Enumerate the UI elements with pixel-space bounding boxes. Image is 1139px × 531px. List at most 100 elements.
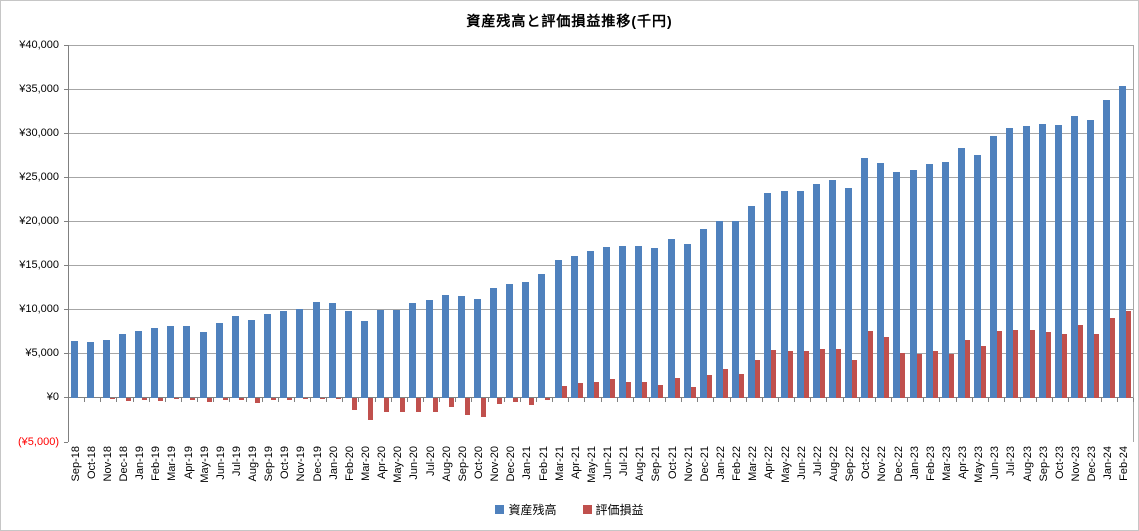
gridline — [68, 44, 1133, 46]
asset-bar — [441, 294, 449, 398]
y-axis-tick-label: ¥0 — [46, 391, 59, 404]
y-axis-line — [68, 45, 69, 442]
x-axis-tick-label: Mar-20 — [360, 446, 373, 481]
profit-loss-bar — [787, 350, 793, 398]
x-axis-tick-label: Apr-22 — [763, 446, 776, 480]
profit-loss-bar — [109, 397, 115, 399]
x-axis-tick — [955, 397, 957, 402]
x-axis-tick — [164, 397, 166, 402]
y-axis-tick-label: ¥25,000 — [19, 170, 59, 183]
x-axis-tick-label: Feb-22 — [731, 446, 744, 481]
profit-loss-bar — [965, 339, 970, 398]
x-axis-tick-label: Jun-21 — [602, 446, 615, 480]
asset-bar — [990, 135, 998, 398]
x-axis-tick — [745, 397, 747, 402]
x-axis-tick — [681, 397, 683, 402]
x-axis-tick — [342, 397, 344, 402]
profit-loss-bar — [319, 397, 325, 400]
asset-bar — [1070, 115, 1078, 398]
profit-loss-bar — [739, 374, 745, 398]
profit-loss-bar — [884, 337, 890, 398]
x-axis-tick-label: Dec-21 — [698, 446, 711, 482]
profit-loss-bar — [255, 397, 260, 404]
asset-bar — [264, 314, 272, 398]
gridline — [68, 176, 1133, 178]
asset-bar — [748, 205, 756, 398]
x-axis-tick-label: Mar-22 — [747, 446, 760, 481]
x-axis-tick-label: Jul-21 — [618, 446, 631, 476]
asset-bar — [635, 246, 643, 398]
asset-bar — [796, 190, 804, 398]
x-axis-tick-label: Jun-23 — [989, 446, 1002, 480]
asset-bar — [280, 310, 288, 398]
asset-bar — [457, 296, 465, 398]
asset-bar — [958, 148, 965, 398]
asset-bar — [167, 326, 175, 398]
y-axis-tick — [64, 44, 68, 46]
y-axis-tick-label: ¥15,000 — [19, 259, 59, 272]
x-axis-tick — [519, 397, 521, 402]
profit-loss-legend-label: 評価損益 — [595, 503, 644, 517]
profit-loss-bar — [706, 374, 712, 398]
profit-loss-bar — [900, 352, 906, 398]
profit-loss-bar — [1045, 331, 1051, 398]
asset-bar — [215, 322, 223, 398]
x-axis-tick — [761, 397, 763, 402]
profit-loss-bar — [690, 386, 696, 398]
x-axis-tick — [826, 397, 828, 402]
x-axis-tick — [277, 397, 279, 402]
profit-loss-bar — [464, 397, 470, 415]
profit-loss-bar — [174, 397, 180, 400]
asset-bar — [490, 288, 498, 398]
x-axis-tick-label: Jan-20 — [327, 446, 340, 480]
profit-loss-bar — [1126, 310, 1132, 398]
asset-bar — [1119, 86, 1127, 398]
profit-loss-bar — [480, 397, 486, 418]
asset-bar — [1022, 126, 1030, 398]
profit-loss-bar — [238, 397, 244, 400]
profit-loss-bar — [1110, 317, 1116, 398]
asset-bar — [861, 157, 869, 398]
asset-bar — [780, 191, 788, 398]
x-axis-tick — [503, 397, 505, 402]
x-axis-tick — [665, 397, 667, 402]
profit-loss-bar — [222, 397, 228, 401]
x-axis-tick-label: Mar-23 — [940, 446, 953, 481]
asset-bar — [377, 309, 385, 398]
profit-loss-bar — [771, 350, 777, 398]
asset-bar — [828, 179, 836, 398]
profit-loss-bar — [819, 348, 825, 398]
x-axis-tick — [697, 397, 699, 402]
y-axis-tick-label: ¥40,000 — [19, 38, 59, 51]
profit-loss-bar — [400, 397, 406, 412]
x-axis-tick-label: May-23 — [973, 446, 986, 483]
asset-bar — [554, 260, 562, 398]
asset-bar — [974, 155, 982, 398]
asset-bar — [199, 331, 207, 398]
x-axis-tick — [455, 397, 457, 402]
x-axis-tick-label: Dec-19 — [311, 446, 324, 482]
asset-legend-swatch — [495, 505, 505, 514]
profit-loss-bar — [916, 353, 922, 398]
x-axis-tick — [874, 397, 876, 402]
y-axis-tick — [64, 220, 68, 222]
x-axis-tick-label: Sep-19 — [263, 446, 276, 482]
profit-loss-bar — [158, 397, 164, 401]
x-axis-tick-label: Sep-18 — [69, 446, 82, 482]
x-axis-tick — [487, 397, 489, 402]
x-axis-tick-label: May-20 — [392, 446, 405, 483]
asset-bar — [586, 251, 594, 398]
gridline — [68, 88, 1133, 90]
y-axis-tick-label: ¥30,000 — [19, 126, 59, 139]
profit-loss-bar — [803, 351, 809, 398]
x-axis-tick-label: Nov-21 — [682, 446, 695, 482]
profit-loss-bar — [271, 397, 277, 401]
x-axis-tick — [213, 397, 215, 402]
y-axis-tick-label: ¥10,000 — [19, 303, 59, 316]
x-axis-tick — [794, 397, 796, 402]
asset-bar — [651, 247, 659, 398]
asset-bar — [312, 301, 320, 398]
asset-bar — [925, 164, 933, 398]
x-axis-tick — [552, 397, 554, 402]
gridline — [68, 220, 1133, 222]
